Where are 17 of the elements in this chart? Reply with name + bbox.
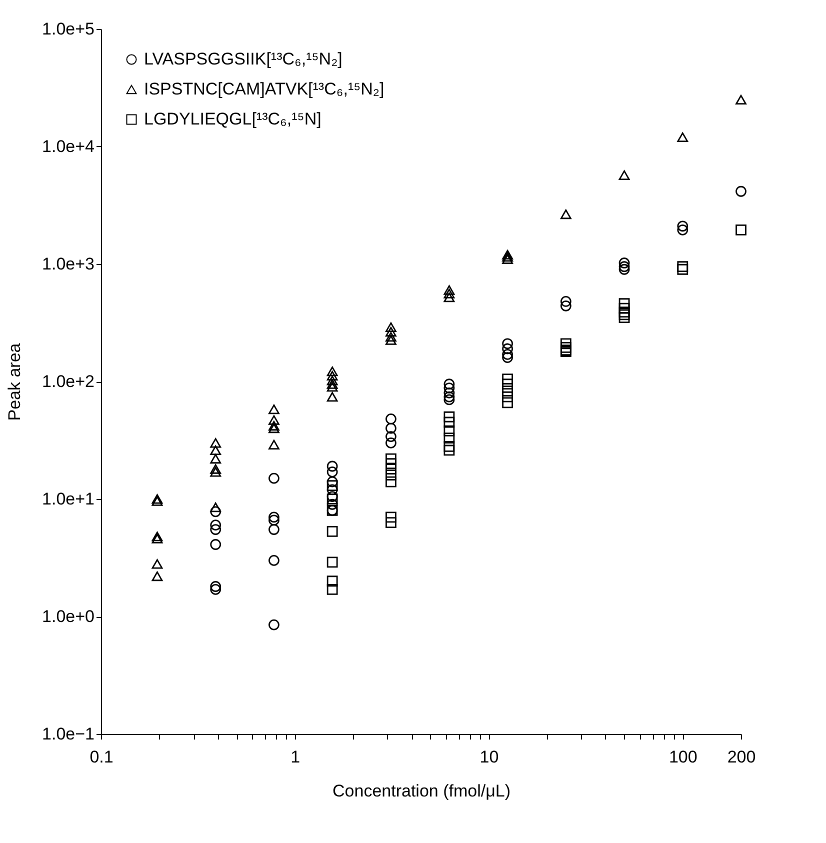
y-tick-label: 1.0e−1 [42,724,94,744]
x-axis-title: Concentration (fmol/μL) [332,782,510,800]
legend-label: LVASPSGGSIIK[¹³C₆,¹⁵N₂] [144,50,342,68]
x-tick-label: 100 [668,748,698,766]
y-axis-title: Peak area [5,342,24,421]
y-tick-label: 1.0e+5 [42,20,94,38]
y-tick-label: 1.0e+1 [42,490,94,508]
x-tick-label: 200 [727,748,756,766]
y-tick-label: 1.0e+4 [42,137,94,156]
y-tick-label: 1.0e+2 [42,372,94,391]
x-tick-label: 1 [290,748,300,766]
x-tick-label: 0.1 [90,748,114,766]
y-tick-label: 1.0e+0 [42,607,94,626]
y-tick-label: 1.0e+3 [42,254,94,274]
legend-label: LGDYLIEQGL[¹³C₆,¹⁵N] [144,110,322,128]
legend-label: ISPSTNC[CAM]ATVK[¹³C₆,¹⁵N₂] [144,80,384,98]
x-tick-label: 10 [480,748,499,766]
